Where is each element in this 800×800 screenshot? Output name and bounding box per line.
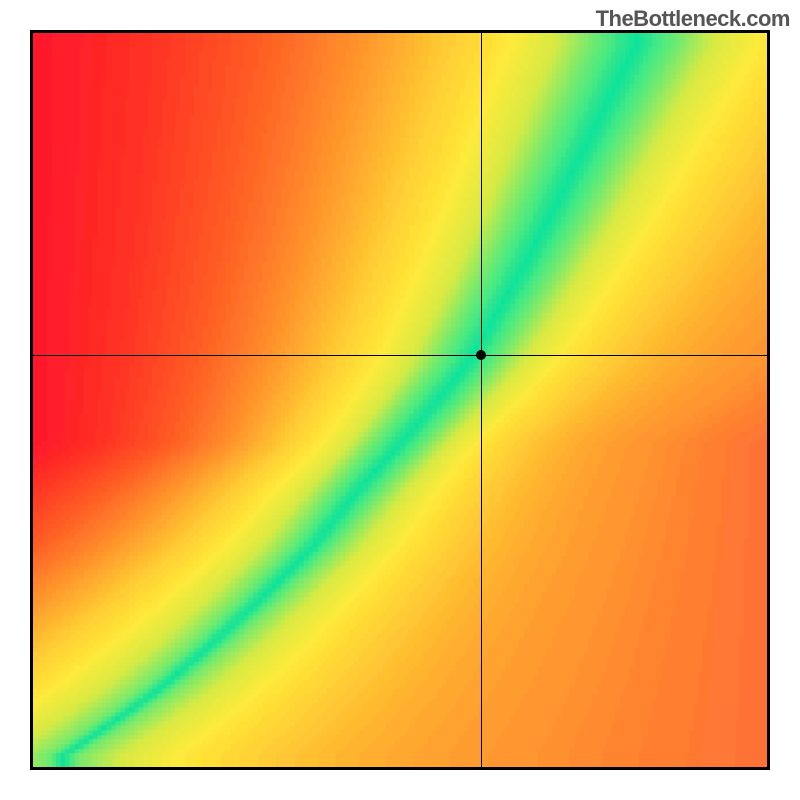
plot-area [30, 30, 770, 770]
watermark-text: TheBottleneck.com [596, 6, 790, 32]
marker-dot [476, 350, 486, 360]
chart-container: TheBottleneck.com [0, 0, 800, 800]
crosshair-vertical [481, 33, 482, 767]
heatmap-canvas [33, 33, 767, 767]
crosshair-horizontal [33, 355, 767, 356]
